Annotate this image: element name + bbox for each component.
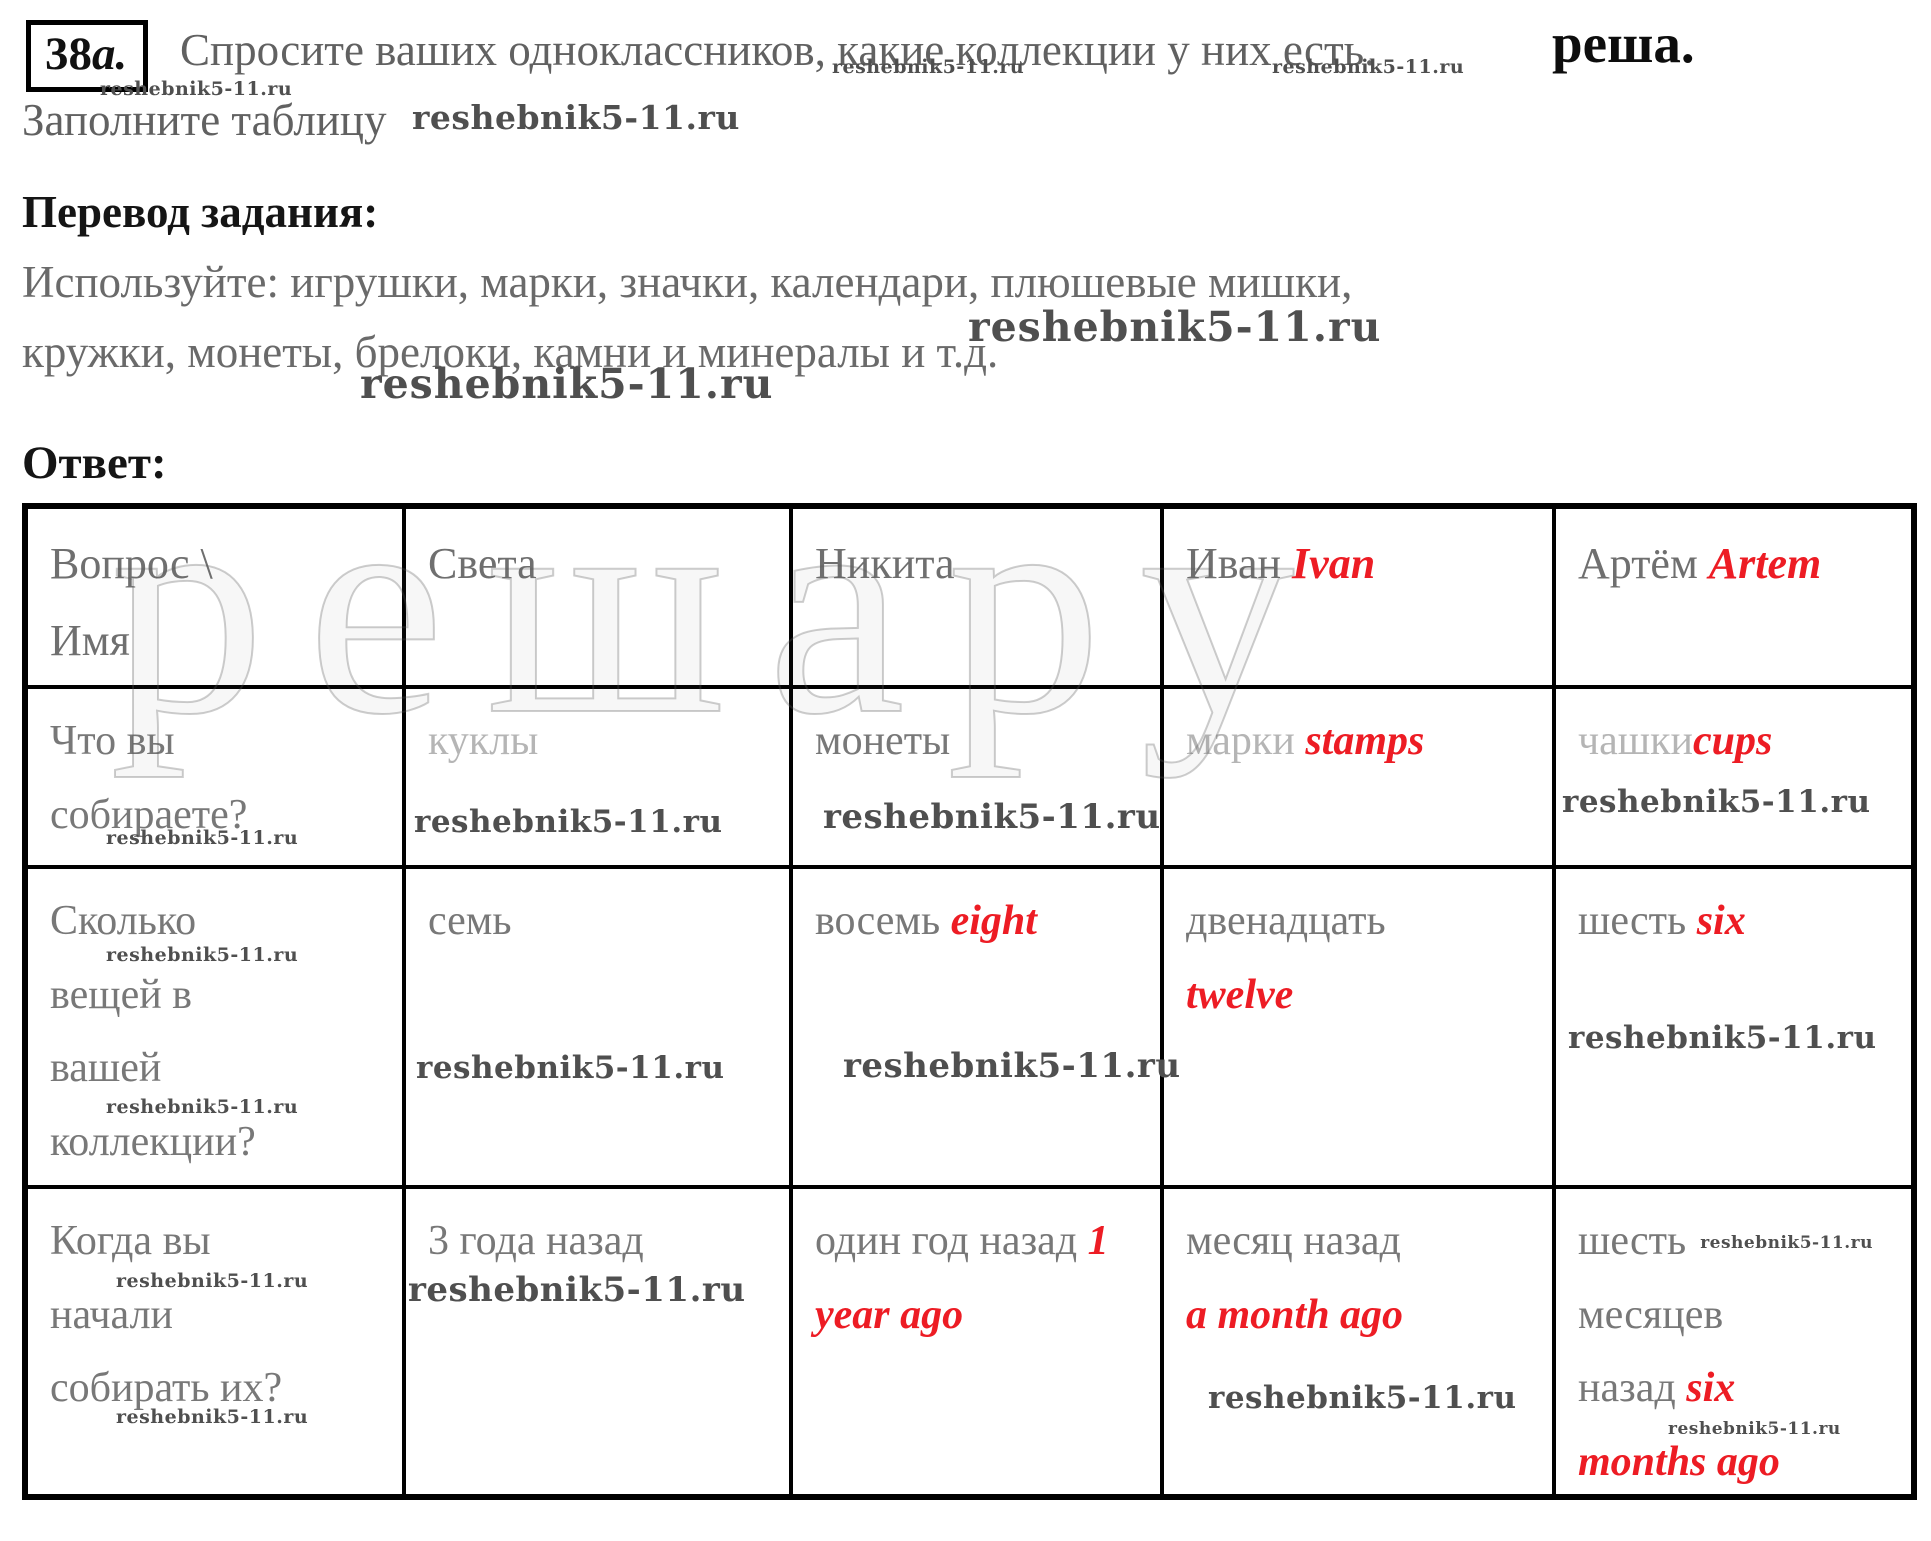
answer-en: stamps [1305,718,1425,764]
answer-cell-sveta: куклы reshebnik5-11.ru [406,689,793,869]
answer-cell-ivan: двенадцать twelve [1164,869,1556,1189]
answer-line3: назад six [1578,1352,1911,1426]
answer-flow: один год назад 1 year ago [815,1205,1115,1352]
watermark: reshebnik5-11.ru [360,360,774,408]
task-number-badge: 38а. [26,20,149,92]
answer-ru: шесть [1578,1218,1687,1264]
task-number-letter: а. [92,28,128,80]
header-label-ru: Иван [1186,539,1282,588]
task-text-line2: Заполните таблицу [22,95,387,145]
header-label: Вопрос \ Имя [50,539,213,665]
answer-cell-sveta: 3 года назад reshebnik5-11.ru [406,1189,793,1494]
question-cell: Когда вы начали собирать их? reshebnik5-… [28,1189,406,1494]
question-text: Сколько вещей в вашей коллекции? [50,898,256,1165]
watermark: reshebnik5-11.ru [1700,1233,1873,1254]
header-label-en: Artem [1708,539,1822,588]
answer-line2: месяцев [1578,1291,1724,1338]
watermark: reshebnik5-11.ru [414,803,723,840]
answer-cell-ivan: марки stamps [1164,689,1556,869]
answer-ru: 3 года назад [428,1218,644,1264]
header-label: Света [428,539,537,588]
answer-heading: Ответ: [22,437,167,489]
answer-cell-ivan: месяц назад a month ago reshebnik5-11.ru [1164,1189,1556,1494]
translation-heading: Перевод задания: [22,187,379,237]
answer-ru: шесть [1578,898,1687,944]
watermark: reshebnik5-11.ru [1668,1419,1841,1439]
answer-cell-nikita: монеты reshebnik5-11.ru [793,689,1164,869]
answer-ru: монеты [815,718,951,764]
answers-table: Вопрос \ Имя Света Никита Иван Ivan Артё… [22,503,1917,1500]
answer-ru: чашки [1578,718,1693,764]
answer-cell-nikita: один год назад 1 year ago [793,1189,1164,1494]
answer-en: six [1696,898,1746,944]
answer-cell-sveta: семь reshebnik5-11.ru [406,869,793,1189]
answer-ru: назад [1578,1365,1676,1411]
watermark: reshebnik5-11.ru [968,303,1382,351]
answer-ru: марки [1186,718,1295,764]
answer-en: twelve [1186,971,1294,1018]
header-cell-ivan: Иван Ivan [1164,509,1556,689]
translation-line1: Используйте: игрушки, марки, значки, кал… [22,257,1353,307]
question-text: Что вы собираете? [50,718,248,838]
watermark: reshebnik5-11.ru [100,78,293,100]
answer-en: 1 year ago [815,1218,1109,1338]
answer-ru: один год назад [815,1218,1078,1264]
answer-ru: месяц назад [1186,1218,1401,1264]
header-cell-artem: Артём Artem [1556,509,1911,689]
watermark: reshebnik5-11.ru [408,1270,746,1310]
watermark: reshebnik5-11.ru [1562,784,1871,820]
header-label-ru: Артём [1578,539,1698,588]
question-cell: Сколько вещей в вашей коллекции? reshebn… [28,869,406,1189]
task-number-digits: 38 [45,28,92,80]
answer-line4: months ago [1578,1438,1780,1485]
watermark: reshebnik5-11.ru [416,1050,725,1086]
answer-cell-artem: шесть reshebnik5-11.ru месяцев назад six … [1556,1189,1911,1494]
watermark: reshebnik5-11.ru [412,98,740,137]
answer-en: cups [1693,718,1773,764]
watermark: reshebnik5-11.ru [106,1096,299,1118]
translation-line2: кружки, монеты, брелоки, камни и минерал… [22,327,999,377]
dark-watermark-fragment: реша. [1552,13,1695,74]
answer-cell-artem: шесть six reshebnik5-11.ru [1556,869,1911,1189]
task-text-line1: Спросите ваших одноклассников, какие кол… [180,25,1376,75]
answer-en: six [1686,1365,1736,1411]
watermark: reshebnik5-11.ru [1568,1020,1877,1056]
watermark: reshebnik5-11.ru [1272,56,1465,78]
answer-cell-artem: чашкиcups reshebnik5-11.ru [1556,689,1911,869]
watermark: reshebnik5-11.ru [106,826,299,849]
watermark: reshebnik5-11.ru [116,1406,309,1428]
watermark: reshebnik5-11.ru [823,796,1161,837]
header-cell-question-name: Вопрос \ Имя [28,509,406,689]
answer-ru: семь [428,898,512,944]
answer-ru: куклы [428,718,539,764]
watermark: reshebnik5-11.ru [116,1270,309,1292]
header-cell-nikita: Никита [793,509,1164,689]
answer-ru: двенадцать [1186,898,1386,944]
header-label: Никита [815,539,955,588]
watermark: reshebnik5-11.ru [843,1046,1181,1086]
watermark: reshebnik5-11.ru [1208,1380,1517,1416]
watermark: reshebnik5-11.ru [106,944,299,966]
answer-en: eight [950,898,1037,944]
answer-en: a month ago [1186,1291,1404,1338]
answer-ru: восемь [815,898,941,944]
answer-line1: шесть reshebnik5-11.ru [1578,1205,1911,1279]
question-text: Когда вы начали собирать их? [50,1218,283,1411]
question-cell: Что вы собираете? reshebnik5-11.ru [28,689,406,869]
header-cell-sveta: Света [406,509,793,689]
answer-cell-nikita: восемь eight reshebnik5-11.ru [793,869,1180,1189]
watermark: reshebnik5-11.ru [832,56,1025,78]
header-label-en: Ivan [1292,539,1376,588]
